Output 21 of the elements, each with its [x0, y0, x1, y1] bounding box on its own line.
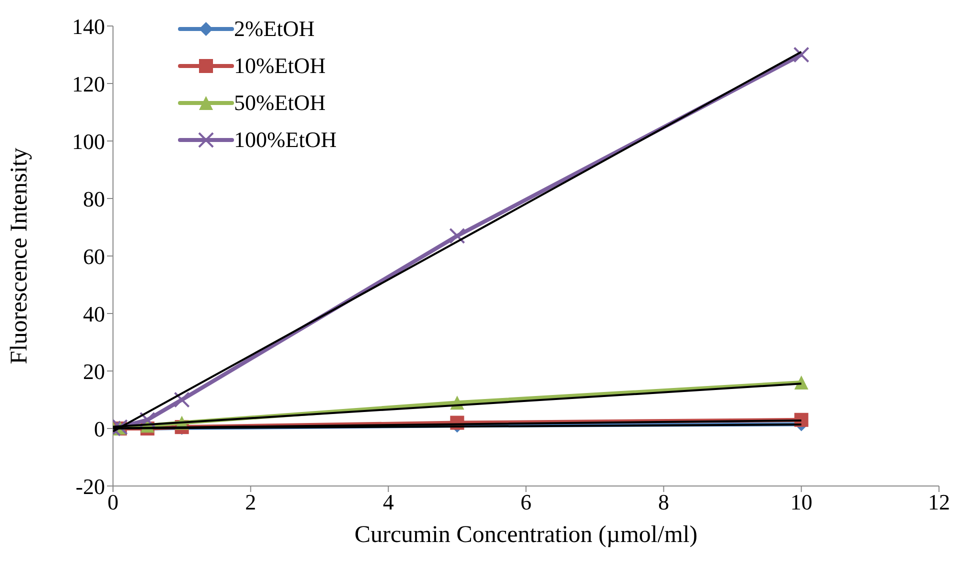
- y-tick-label: 80: [83, 186, 105, 212]
- legend-label: 2%EtOH: [234, 15, 315, 43]
- x-tick-label: 6: [520, 490, 532, 515]
- y-tick-label: -20: [76, 474, 105, 499]
- x-tick-label: 4: [382, 490, 394, 515]
- x-tick-label: 12: [928, 490, 950, 515]
- x-axis-title: Curcumin Concentration (µmol/ml): [354, 522, 698, 548]
- legend-label: 10%EtOH: [234, 52, 326, 80]
- y-tick-label: 120: [72, 71, 105, 96]
- x-tick-label: 10: [790, 490, 812, 515]
- y-tick-label: 140: [72, 14, 105, 39]
- legend-label: 100%EtOH: [234, 126, 337, 154]
- y-tick-label: 100: [72, 128, 105, 154]
- y-axis-title: Fluorescence Intensity: [6, 148, 33, 364]
- y-tick-label: 20: [83, 358, 105, 384]
- x-tick-label: 2: [245, 490, 256, 515]
- x-tick-label: 8: [658, 490, 670, 515]
- legend-label: 50%EtOH: [234, 89, 326, 117]
- y-tick-label: 0: [94, 416, 105, 442]
- y-tick-label: 60: [83, 244, 105, 269]
- y-tick-label: 40: [83, 301, 105, 326]
